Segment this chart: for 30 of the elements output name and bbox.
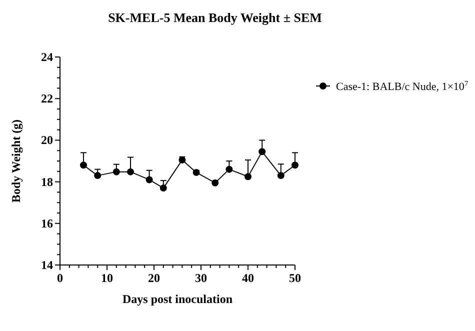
- x-tick-label: 20: [148, 271, 160, 285]
- x-tick-label: 0: [57, 271, 63, 285]
- point: [146, 176, 153, 184]
- y-tick-label: 24: [41, 50, 53, 64]
- y-tick-label: 20: [41, 133, 53, 148]
- point: [244, 173, 252, 180]
- x-tick-label: 30: [195, 271, 207, 285]
- y-tick-label: 16: [41, 216, 53, 230]
- x-tick-label: 10: [101, 271, 113, 285]
- legend-label: Case-1: BALB/c Nude, 1×10$^{7}$: [336, 78, 468, 93]
- x-tick-label: 50: [289, 271, 301, 285]
- point: [212, 179, 219, 186]
- point: [80, 162, 87, 169]
- x-tick-label: 40: [242, 271, 254, 285]
- point: [160, 184, 167, 192]
- point: [127, 168, 134, 176]
- point: [192, 168, 200, 176]
- y-tick-label: 18: [41, 174, 53, 189]
- point: [112, 168, 120, 176]
- point: [94, 172, 102, 180]
- point: [178, 156, 186, 164]
- point: [277, 172, 284, 180]
- point: [292, 162, 298, 169]
- point: [258, 148, 266, 156]
- y-axis-title: Body Weight (g): [9, 119, 23, 203]
- chart-title: SK-MEL-5 Mean Body Weight ± SEM: [108, 10, 322, 25]
- y-tick-label: 22: [41, 92, 53, 106]
- x-axis-title: Days post inoculation: [122, 292, 233, 306]
- point: [226, 166, 233, 173]
- y-tick-label: 14: [41, 258, 53, 272]
